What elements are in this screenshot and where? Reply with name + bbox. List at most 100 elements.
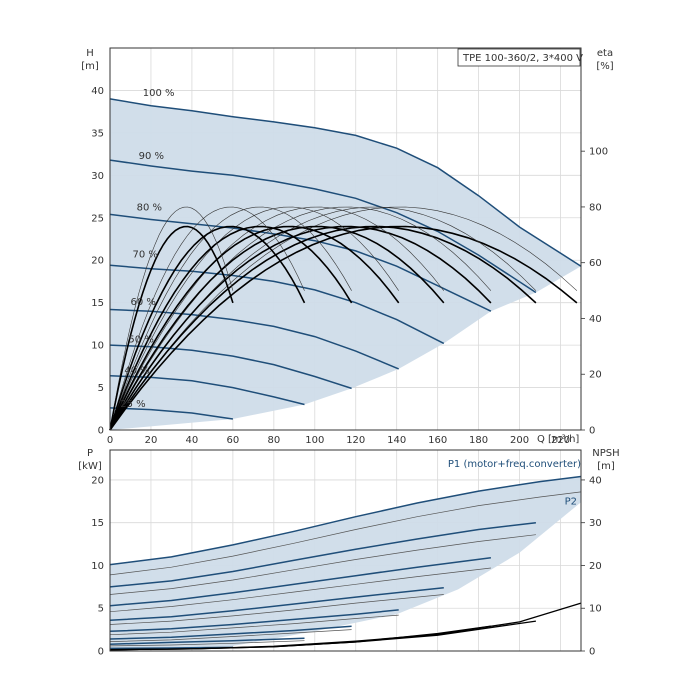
eta-p1-curve [109, 206, 305, 431]
bottom-y-axis-unit: [kW] [78, 461, 102, 472]
top-y-axis-unit: [m] [81, 61, 99, 72]
x-tick-label: 0 [107, 435, 113, 446]
y2-tick-label: 10 [589, 604, 602, 615]
head-curve [109, 98, 582, 267]
head-curve [109, 407, 234, 420]
eta-p1-curve [109, 206, 352, 431]
p2-curve [109, 534, 536, 595]
speed-label: 90 % [139, 151, 164, 162]
y-tick-label: 15 [91, 518, 104, 529]
y-tick-label: 10 [91, 561, 104, 572]
x-tick-label: 80 [267, 435, 280, 446]
y-tick-label: 10 [91, 341, 104, 352]
y-tick-label: 20 [91, 256, 104, 267]
power-npsh-chart: 0 5 10 15 20 0 10 20 30 40 P1 (motor+freq.converte… [91, 449, 602, 658]
top-y-axis-title: H [86, 48, 94, 59]
top-plot-frame [109, 47, 582, 431]
y-tick-label: 5 [98, 604, 104, 615]
eta-p2-curve [109, 225, 234, 431]
eta-p1-curve [109, 206, 399, 431]
p1-curve [109, 475, 582, 566]
y-tick-label: 0 [98, 647, 104, 658]
p1-curve [109, 609, 399, 633]
y2-tick-label: 80 [589, 202, 602, 213]
x-tick-label: 180 [469, 435, 488, 446]
p2-curve [109, 567, 491, 613]
speed-label: 70 % [133, 249, 158, 260]
speed-label: 100 % [143, 88, 175, 99]
eta-p1-curve [109, 206, 234, 431]
p2-curve [109, 614, 399, 636]
eta-p2-curve [109, 225, 578, 431]
x-tick-label: 40 [186, 435, 199, 446]
y2-tick-label: 60 [589, 258, 602, 269]
top-y2-axis-title: eta [597, 48, 613, 59]
x-tick-label: 140 [387, 435, 406, 446]
speed-label: 80 % [137, 203, 162, 214]
eta-p2-curve [109, 225, 353, 431]
operating-envelope [110, 98, 581, 431]
y-tick-label: 35 [91, 128, 104, 139]
top-y2-axis-unit: [%] [596, 61, 613, 72]
y-tick-label: 25 [91, 213, 104, 224]
y2-tick-label: 40 [589, 314, 602, 325]
power-envelope [110, 476, 581, 651]
eta-p2-curve [109, 225, 306, 431]
p2-curve [109, 629, 352, 642]
p1-curve [109, 586, 444, 621]
eta-p1-curve [109, 206, 578, 431]
y-tick-label: 40 [91, 86, 104, 97]
bottom-y2-axis-unit: [m] [597, 461, 615, 472]
y2-tick-label: 0 [589, 426, 595, 437]
p2-curve [109, 640, 305, 647]
y-tick-label: 20 [91, 475, 104, 486]
head-curve [109, 159, 537, 294]
p1-curve [109, 557, 491, 607]
bottom-y2-axis-title: NPSH [592, 448, 619, 459]
bottom-plot-frame [109, 449, 582, 652]
speed-label: 60 % [130, 297, 155, 308]
p1-curve [109, 521, 536, 588]
y2-tick-label: 20 [589, 370, 602, 381]
speed-label: 50 % [128, 334, 153, 345]
p1-curve [109, 625, 352, 640]
p1-curve [109, 646, 233, 650]
power-curve-label: P2 [565, 497, 577, 508]
head-efficiency-chart: 0 20 40 60 80 100 120 140 160 180 200 2200510152025… [91, 47, 608, 446]
p2-curve [109, 491, 582, 576]
x-tick-label: 120 [346, 435, 365, 446]
npsh-curve [109, 625, 491, 651]
x-tick-label: 220 [551, 435, 570, 446]
chart-text-layer: TPE 100-360/2, 3*400 V H [m] eta [%] Q [… [78, 48, 619, 472]
eta-p2-curve [109, 225, 445, 431]
eta-p1-curve [109, 206, 492, 431]
p1-curve [109, 637, 305, 645]
y2-tick-label: 30 [589, 518, 602, 529]
p2-curve [109, 594, 444, 625]
head-curve [109, 308, 399, 370]
head-curve [109, 264, 445, 345]
y-tick-label: 0 [98, 426, 104, 437]
x-tick-label: 20 [145, 435, 158, 446]
x-tick-label: 60 [227, 435, 240, 446]
power-curve-label: P1 (motor+freq.converter) [448, 459, 581, 470]
eta-p2-curve [109, 225, 492, 431]
eta-p1-curve [109, 206, 445, 431]
y-tick-label: 5 [98, 383, 104, 394]
speed-label: 25 % [120, 399, 145, 410]
y2-tick-label: 40 [589, 475, 602, 486]
bottom-y-axis-title: P [87, 448, 93, 459]
y-tick-label: 15 [91, 298, 104, 309]
x-tick-label: 160 [428, 435, 447, 446]
x-tick-label: 100 [305, 435, 324, 446]
title-box [457, 48, 581, 67]
x-tick-label: 200 [510, 435, 529, 446]
y2-tick-label: 20 [589, 561, 602, 572]
y2-tick-label: 100 [589, 147, 608, 158]
x-axis-title: Q [m³/h] [537, 434, 579, 445]
y-tick-label: 30 [91, 171, 104, 182]
head-curve [109, 374, 305, 406]
y2-tick-label: 0 [589, 647, 595, 658]
